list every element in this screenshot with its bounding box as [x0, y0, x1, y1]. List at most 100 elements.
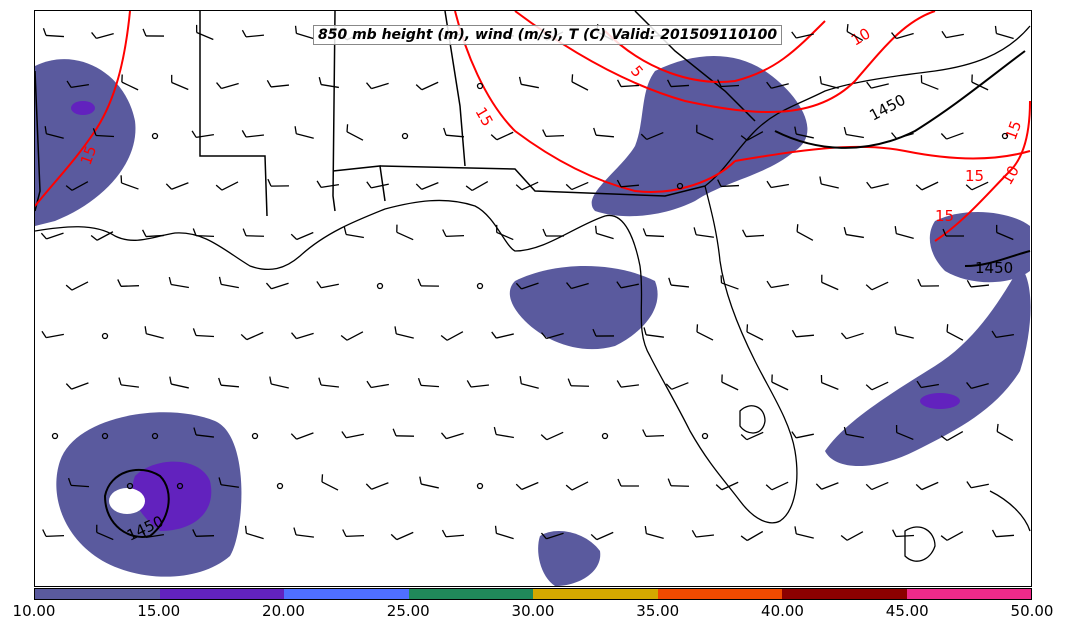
map-title: 850 mb height (m), wind (m/s), T (C) Val… [313, 25, 783, 45]
colorbar-tick-label: 15.00 [137, 602, 181, 620]
temperature-label: 15 [472, 104, 497, 130]
wind-barb [121, 74, 139, 91]
wind-barb [92, 128, 115, 138]
lake-okeechobee [739, 405, 766, 434]
wind-barb [819, 76, 839, 89]
shade-southeast [591, 56, 808, 217]
wind-barb [490, 131, 514, 141]
wind-barb [195, 24, 214, 41]
wind-barb [366, 380, 389, 389]
wind-barb [715, 481, 739, 491]
temperature-label: 10 [998, 162, 1023, 188]
wind-barb [866, 181, 889, 189]
wind-barb [791, 31, 814, 39]
height-contour-1450-low [103, 468, 170, 538]
height-label: 1450 [866, 91, 908, 125]
temperature-label: 5 [627, 62, 647, 81]
wind-barb [567, 378, 590, 387]
wind-barb [466, 380, 490, 388]
wind-barb [343, 226, 364, 239]
wind-barb [693, 227, 715, 238]
wind-barb [766, 180, 789, 189]
wind-barb [293, 527, 315, 538]
wind-barb [791, 431, 814, 439]
wind-barb [192, 328, 215, 338]
wind-barb [141, 530, 164, 538]
wind-barb [665, 382, 689, 390]
wind-barb [494, 525, 514, 540]
temperature-label: 15 [935, 207, 954, 225]
calm-wind-marker [276, 482, 284, 490]
wind-barb [96, 524, 114, 541]
wind-barb [942, 228, 965, 237]
wind-barb [321, 474, 339, 491]
wind-barb [696, 324, 714, 341]
wind-barb [341, 431, 364, 439]
wind-barb [394, 326, 414, 339]
calm-wind-marker [701, 432, 709, 440]
wind-barb [996, 224, 1014, 241]
wind-barb [441, 529, 465, 538]
wind-barb [991, 330, 1014, 339]
border-ga-fl [379, 165, 706, 197]
wind-barb [640, 131, 664, 141]
calm-wind-marker [101, 432, 109, 440]
wind-barb [717, 79, 740, 88]
wind-barb [144, 326, 164, 339]
wind-barb [971, 74, 989, 91]
wind-barb [865, 481, 889, 491]
wind-barb [417, 377, 440, 388]
wind-barb [346, 124, 364, 141]
wind-barb [318, 77, 339, 89]
wind-barb [266, 79, 290, 88]
border-al-fl [332, 165, 386, 202]
wind-barb [118, 377, 140, 388]
wind-barb [843, 227, 864, 239]
wind-barb [742, 229, 765, 238]
height-contour-1450-ne [774, 50, 1026, 149]
shade-atlantic-band [825, 266, 1031, 466]
wind-barb [265, 282, 289, 290]
shade-carolinas [929, 211, 1030, 283]
wind-barb [117, 279, 140, 287]
wind-barb [966, 382, 989, 390]
wind-barb [643, 327, 665, 338]
wind-barb [765, 481, 789, 491]
wind-barb [169, 376, 189, 389]
colorbar-segment [906, 589, 1031, 599]
wind-barb [593, 127, 615, 138]
wind-barb [617, 478, 640, 487]
wind-barb [991, 529, 1015, 538]
wind-barb [616, 179, 640, 188]
wind-barb [240, 331, 264, 341]
calm-wind-marker [476, 482, 484, 490]
wind-barb [168, 276, 189, 289]
wind-barb [821, 274, 839, 291]
wind-barb [491, 331, 514, 339]
wind-barb [815, 482, 839, 490]
wind-barb [565, 481, 589, 491]
calm-wind-marker [151, 132, 159, 140]
wind-barb [865, 281, 889, 291]
wind-barb [44, 126, 64, 139]
wind-barb [342, 529, 365, 538]
wind-barb [65, 281, 89, 291]
wind-barb [269, 376, 289, 389]
wind-barb [691, 530, 715, 538]
wind-barb [941, 30, 964, 39]
wind-barb [215, 181, 239, 191]
wind-barb [819, 176, 839, 189]
wind-barb [916, 380, 939, 389]
shade-west-texas [35, 59, 136, 226]
wind-barb [142, 229, 165, 238]
wind-barb [290, 432, 314, 440]
wind-barb [241, 29, 265, 38]
wind-barb [244, 525, 264, 540]
wind-barb [740, 530, 764, 542]
colorbar-segment [408, 589, 533, 599]
wind-barb [740, 431, 764, 441]
cuba-coast [989, 490, 1031, 532]
wind-barb [519, 376, 539, 389]
temp-contour-5 [604, 20, 826, 83]
coastlines [35, 25, 1031, 562]
